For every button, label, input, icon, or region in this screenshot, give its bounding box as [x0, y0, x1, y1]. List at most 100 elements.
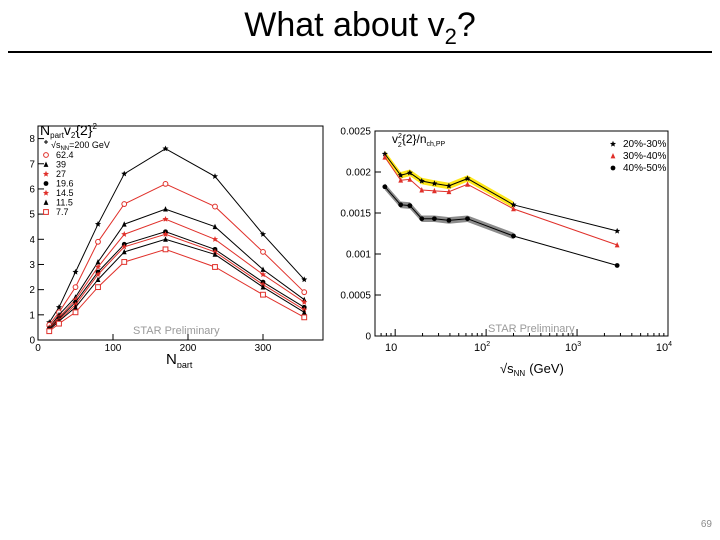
left-data-point: [94, 263, 102, 270]
right-data-point: [446, 217, 452, 223]
left-ytick-label: 0.1: [30, 310, 35, 321]
left-legend-marker: [42, 189, 50, 196]
xtick-base: 10: [385, 342, 397, 354]
left-data-point: [260, 266, 266, 272]
xtick-base: 10: [656, 342, 668, 354]
right-data-point: [406, 169, 413, 176]
left-data-point: [301, 276, 308, 283]
left-legend-marker: [43, 181, 49, 186]
left-xtick-label: 0: [35, 343, 41, 354]
xtick-exponent: 3: [577, 341, 581, 348]
left-ytick-label: 0.8: [30, 134, 35, 145]
left-data-point: [73, 304, 78, 310]
left-ytick-label: 0.5: [30, 210, 35, 221]
right-chart-series: [381, 150, 621, 268]
left-data-point: [46, 328, 53, 335]
left-legend-marker: [43, 161, 49, 167]
left-data-point: [121, 259, 128, 265]
left-data-point: [95, 258, 101, 265]
left-data-point: [162, 181, 169, 187]
right-data-point: [407, 203, 413, 209]
left-data-point: [163, 206, 168, 212]
left-data-point: [301, 299, 308, 305]
right-data-point: [445, 182, 452, 189]
left-data-point: [260, 248, 266, 255]
right-data-point: [398, 177, 404, 183]
xtick-exponent: 2: [486, 341, 490, 348]
right-data-point: [465, 181, 470, 187]
right-ytick-label: 0.001: [346, 250, 371, 261]
left-data-point: [162, 215, 169, 222]
left-ytick-label: 0: [30, 336, 35, 347]
left-legend-label: 62.4: [56, 150, 74, 160]
left-xtick-label: 100: [105, 343, 122, 354]
title-rule: [8, 51, 712, 53]
right-legend-marker: [610, 153, 616, 159]
left-data-point: [121, 248, 127, 255]
left-data-point: [259, 271, 267, 278]
left-data-point: [121, 231, 128, 237]
left-ytick-label: 0.2: [30, 285, 35, 296]
right-chart-xlabel: √sNN (GeV): [500, 361, 564, 378]
left-data-point: [162, 231, 169, 237]
right-data-point: [382, 184, 388, 190]
right-xtick-label: 103: [565, 341, 581, 354]
left-plot-frame: [37, 125, 324, 341]
right-data-point: [397, 172, 404, 178]
legend-header-mark: [44, 140, 48, 144]
left-data-point: [55, 304, 63, 310]
left-data-point: [163, 236, 168, 242]
left-data-point: [162, 145, 169, 152]
right-data-point: [432, 187, 437, 194]
right-ytick-label: 0: [365, 332, 371, 343]
chart-npart-v2: 0 0.1 0.2 0.3 0.4 0.5 0.6 0.7 0.8 0 100 200 300 Npar…: [30, 118, 330, 368]
left-data-point: [72, 309, 79, 316]
right-legend-label: 40%-50%: [623, 163, 666, 174]
left-data-point: [301, 314, 308, 321]
left-data-point: [95, 276, 101, 282]
right-data-point: [464, 175, 471, 182]
left-ytick-label: 0.7: [30, 159, 35, 170]
left-data-point: [121, 170, 128, 177]
right-legend-marker: [609, 140, 617, 147]
right-data-point: [511, 205, 516, 212]
right-plot-frame: [374, 130, 669, 337]
right-data-point: [614, 227, 621, 234]
left-data-point: [211, 173, 219, 179]
right-data-point: [432, 216, 437, 222]
left-legend-label: 39: [56, 160, 66, 170]
right-data-point: [418, 177, 425, 184]
right-data-point: [446, 188, 452, 195]
right-data-point: [510, 201, 517, 208]
left-data-point: [212, 251, 218, 257]
left-data-point: [212, 223, 218, 230]
legend-header-sqrt: √s: [51, 140, 61, 150]
left-legend-label: 19.6: [56, 179, 74, 189]
left-data-point: [259, 231, 267, 237]
left-data-point: [95, 284, 101, 291]
left-legend-marker: [43, 199, 49, 205]
xtick-base: 10: [474, 342, 486, 354]
left-data-point: [94, 220, 102, 227]
left-legend-marker: [42, 170, 50, 177]
right-data-point: [511, 233, 516, 239]
left-chart-series: [46, 145, 308, 335]
left-ytick-label: 0.3: [30, 260, 35, 271]
left-data-point: [56, 320, 62, 327]
left-data-point: [94, 271, 102, 278]
left-xtick-label: 300: [255, 343, 272, 354]
right-ytick-label: 0.0025: [340, 127, 371, 138]
left-data-point: [260, 291, 266, 298]
right-data-point: [419, 216, 425, 222]
right-legend-marker: [610, 165, 616, 171]
right-chart-legend: 20%-30%30%-40%40%-50%: [609, 139, 666, 174]
right-data-point: [398, 202, 404, 208]
left-data-point: [72, 268, 79, 275]
left-legend-header: √sNN=200 GeV: [51, 140, 110, 152]
left-legend-label: 11.5: [56, 198, 73, 208]
right-legend-label: 30%-40%: [623, 151, 666, 162]
right-chart-watermark: STAR Preliminary: [488, 323, 575, 335]
right-legend-label: 20%-30%: [623, 139, 666, 150]
